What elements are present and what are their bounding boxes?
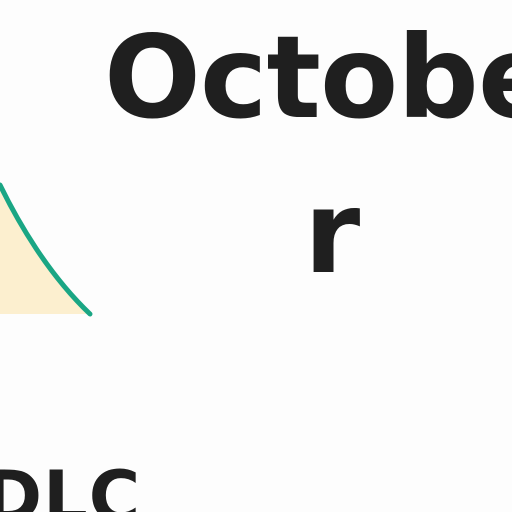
triangle-shape-edge [0,182,93,317]
triangle-shape [0,182,93,317]
headline-line-2: r [304,166,361,299]
triangle-shape-fill [0,185,90,314]
bottom-cropped-label: DLC [0,456,142,512]
headline-line-1: Octobe [104,11,512,144]
